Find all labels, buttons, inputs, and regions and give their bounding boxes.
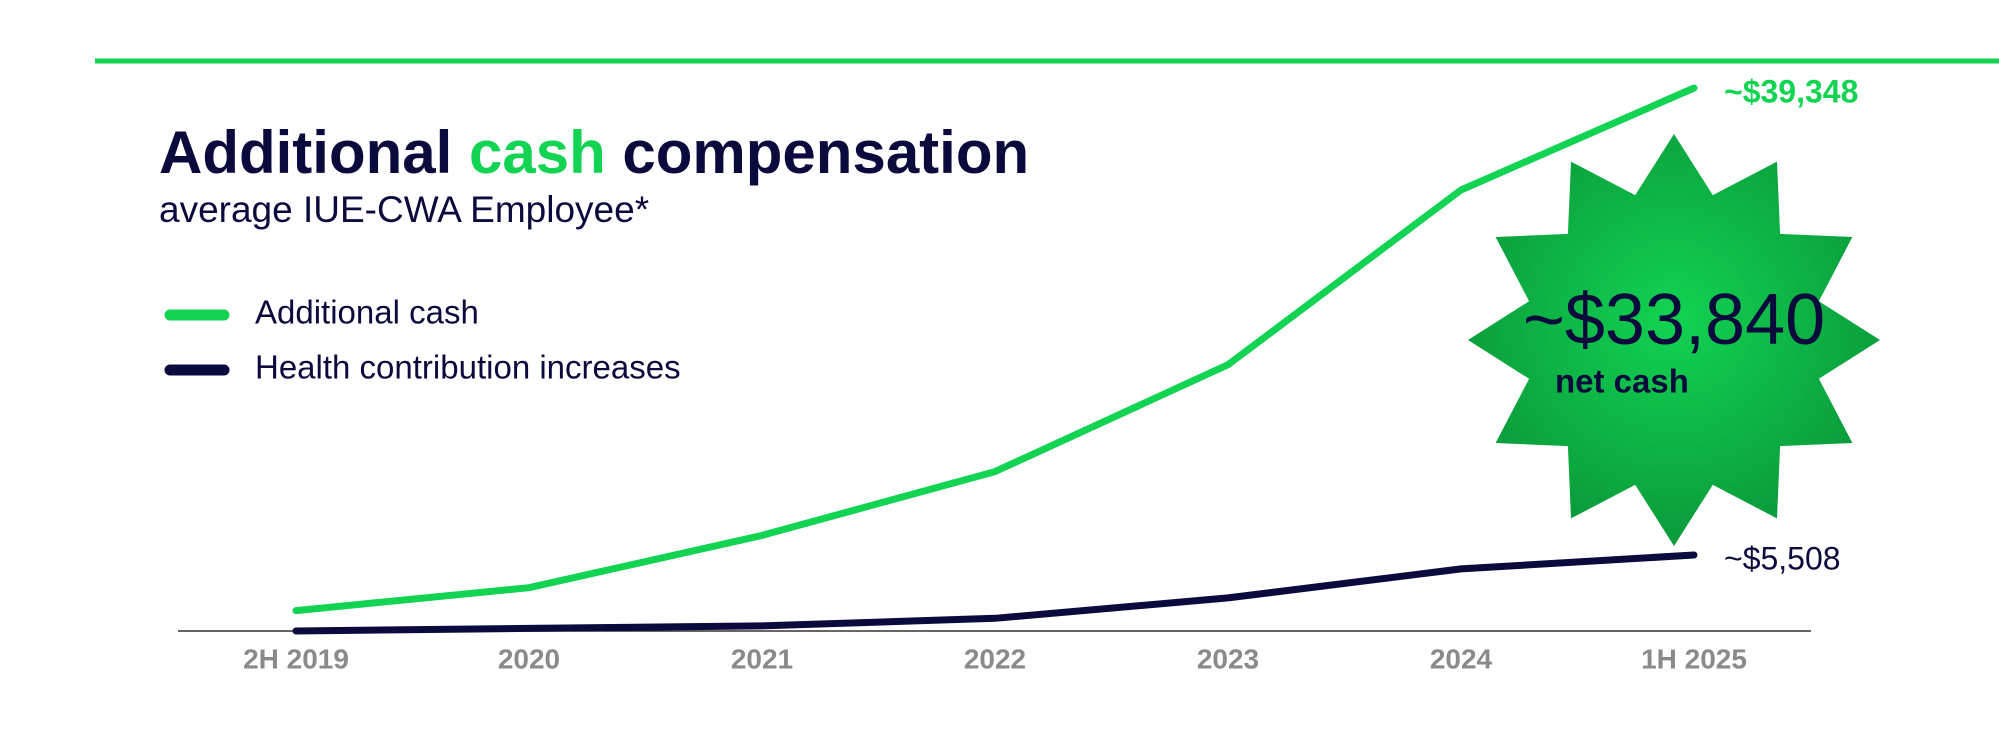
x-tick-label: 1H 2025 bbox=[1641, 643, 1747, 674]
x-tick-label: 2021 bbox=[731, 643, 793, 674]
value-label: ~$5,508 bbox=[1724, 540, 1841, 576]
chart-title: Additional cash compensation bbox=[159, 118, 1029, 188]
title-part: cash bbox=[468, 119, 606, 186]
title-part: compensation bbox=[622, 119, 1030, 186]
starburst bbox=[1468, 134, 1880, 546]
title-part: Additional bbox=[159, 119, 453, 186]
value-label: ~$39,348 bbox=[1724, 73, 1858, 109]
annotation: ~$33,840 bbox=[1523, 280, 1825, 360]
title-block: Additional cash compensation average IUE… bbox=[159, 118, 1029, 232]
x-tick-label: 2022 bbox=[964, 643, 1026, 674]
series-line bbox=[292, 551, 1698, 635]
x-tick-label: 2024 bbox=[1430, 643, 1493, 674]
legend-label: Additional cash bbox=[255, 294, 479, 331]
legend-label: Health contribution increases bbox=[255, 349, 681, 386]
series-line bbox=[292, 84, 1698, 615]
x-tick-label: 2020 bbox=[498, 643, 560, 674]
x-tick-label: 2023 bbox=[1197, 643, 1259, 674]
x-tick-label: 2H 2019 bbox=[243, 643, 349, 674]
subtitle: average IUE-CWA Employee* bbox=[159, 189, 650, 230]
annotation-subtext: net cash bbox=[1555, 363, 1689, 400]
